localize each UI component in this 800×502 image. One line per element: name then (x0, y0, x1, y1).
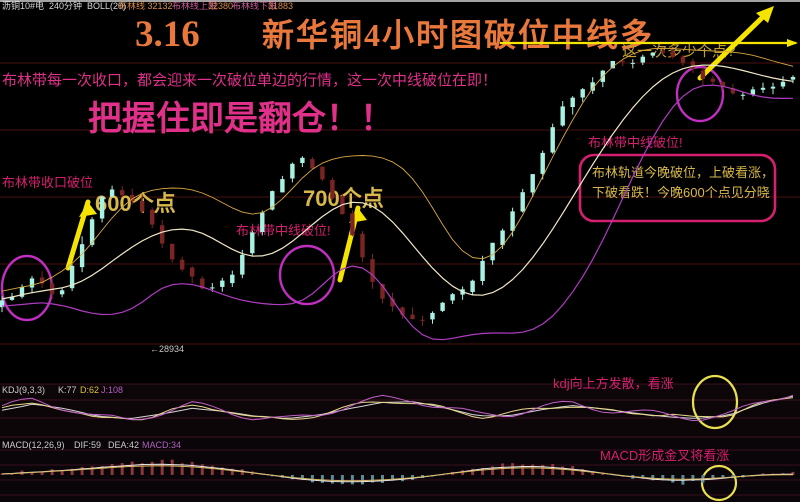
svg-text:把握住即是翻仓！！: 把握住即是翻仓！！ (88, 100, 394, 138)
svg-text:kdj向上方发散，看涨: kdj向上方发散，看涨 (553, 376, 674, 391)
svg-text:31883: 31883 (268, 1, 293, 11)
svg-text:新华铜4小时图破位中线多: 新华铜4小时图破位中线多 (262, 17, 654, 53)
svg-text:布林轨道今晚破位，上破看涨，: 布林轨道今晚破位，上破看涨， (592, 165, 774, 180)
svg-text:MACD形成金叉将看涨: MACD形成金叉将看涨 (600, 448, 729, 463)
svg-text:DEA:42: DEA:42 (108, 440, 139, 450)
svg-text:下破看跌！今晚600个点见分晓: 下破看跌！今晚600个点见分晓 (592, 185, 770, 200)
svg-text:MACD:34: MACD:34 (142, 440, 181, 450)
svg-text:MACD(12,26,9): MACD(12,26,9) (2, 440, 65, 450)
svg-text:布林带收口破位: 布林带收口破位 (2, 175, 93, 190)
svg-text:←28934: ←28934 (150, 344, 184, 354)
svg-text:布林带每一次收口，都会迎来一次破位单边的行情，这一次中线破位: 布林带每一次收口，都会迎来一次破位单边的行情，这一次中线破位在即！ (2, 72, 497, 89)
svg-text:KDJ(9,3,3): KDJ(9,3,3) (2, 385, 45, 395)
svg-text:3.16: 3.16 (135, 14, 200, 55)
svg-text:J:108: J:108 (101, 385, 123, 395)
svg-text:K:77: K:77 (58, 385, 77, 395)
svg-text:布林带中线破位!: 布林带中线破位! (588, 135, 683, 150)
svg-text:600个点: 600个点 (95, 191, 176, 216)
svg-text:沥铜10#电 240分钟 BOLL(20): 沥铜10#电 240分钟 BOLL(20) (2, 0, 126, 11)
svg-text:32380: 32380 (208, 1, 233, 11)
svg-text:D:62: D:62 (80, 385, 99, 395)
svg-text:DIF:59: DIF:59 (74, 440, 101, 450)
svg-text:布林线 32132: 布林线 32132 (118, 0, 173, 11)
